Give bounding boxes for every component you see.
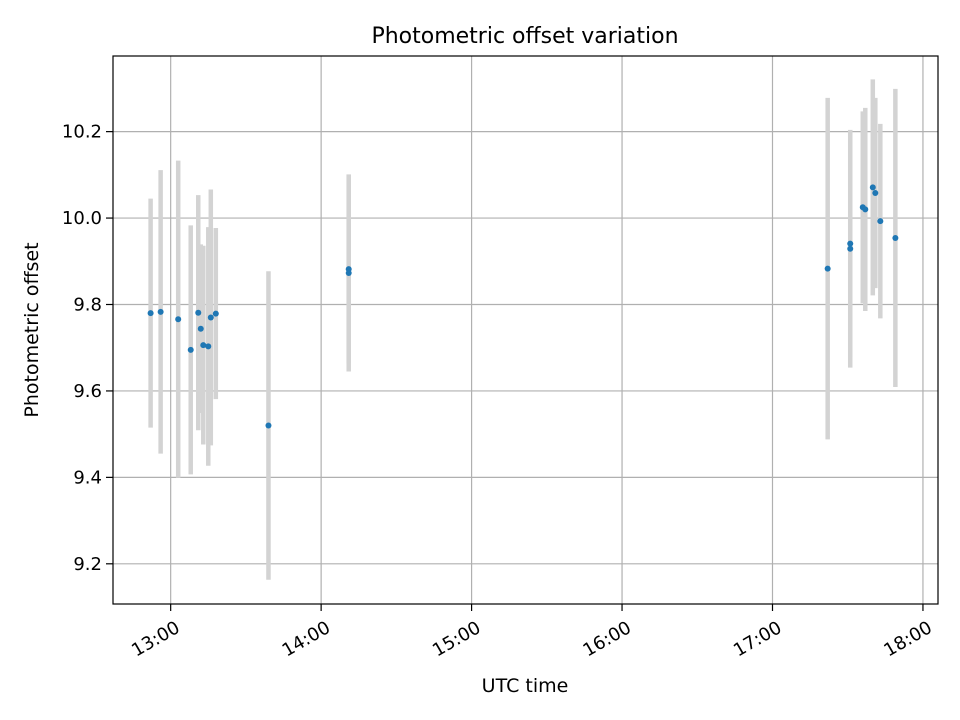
data-point	[892, 234, 899, 241]
y-tick-label: 10.2	[62, 122, 102, 143]
data-point	[205, 343, 212, 350]
data-point	[847, 245, 854, 252]
y-axis-ticks: 9.2 9.4 9.6 9.8 10.0 10.2	[62, 122, 113, 575]
plot-frame	[112, 55, 939, 605]
data-point	[847, 240, 854, 247]
data-point	[212, 310, 219, 317]
data-point	[869, 184, 876, 191]
chart-title: Photometric offset variation	[371, 24, 678, 49]
x-axis-label: UTC time	[482, 675, 569, 697]
data-point	[147, 310, 154, 317]
data-point	[877, 218, 884, 225]
data-point	[265, 422, 272, 429]
data-point	[175, 316, 182, 323]
data-point	[195, 309, 202, 316]
grid	[113, 56, 938, 604]
y-tick-label: 9.2	[73, 554, 102, 575]
data-point	[200, 342, 207, 349]
data-point	[197, 325, 204, 332]
y-tick-label: 10.0	[62, 208, 102, 229]
data-points	[147, 184, 899, 429]
data-point	[872, 190, 879, 196]
data-point	[824, 265, 831, 272]
data-point	[345, 269, 352, 276]
y-axis-label: Photometric offset	[21, 242, 43, 417]
y-tick-label: 9.8	[73, 295, 102, 316]
data-point	[207, 314, 214, 321]
y-tick-label: 9.6	[73, 381, 102, 402]
data-point	[157, 308, 164, 315]
data-point	[862, 206, 869, 213]
y-tick-label: 9.4	[73, 467, 102, 488]
data-point	[187, 346, 194, 353]
